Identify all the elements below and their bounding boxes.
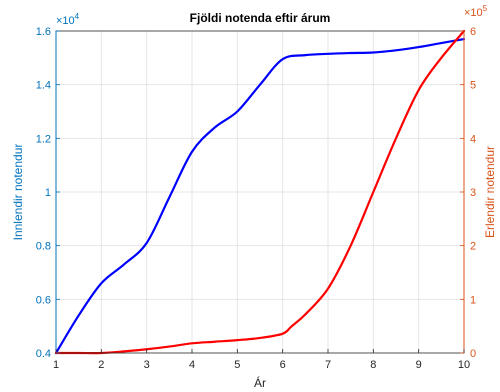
ticks: 1 2 3 4 5 6 7 8 9 10 0.4 0.6 0.8 1 1.2 1.4 1.6 0 1 2 3 4 5 6	[36, 26, 476, 371]
x-tick-label: 2	[98, 359, 104, 371]
left-tick-label: 1	[45, 187, 51, 199]
x-tick-label: 4	[189, 359, 195, 371]
right-tick-label: 5	[470, 80, 476, 92]
left-tick-label: 1.6	[36, 26, 51, 38]
x-tick-label: 9	[416, 359, 422, 371]
x-tick-label: 5	[234, 359, 240, 371]
series-line-right	[54, 29, 466, 355]
left-axis-multiplier: ×104	[56, 12, 80, 27]
left-tick-label: 1.2	[36, 133, 51, 145]
left-tick-label: 0.6	[36, 294, 51, 306]
left-tick-label: 1.4	[36, 80, 51, 92]
right-tick-label: 3	[470, 187, 476, 199]
right-tick-label: 4	[470, 133, 476, 145]
x-tick-label: 7	[325, 359, 331, 371]
right-axis-label: Erlendir notendur	[483, 146, 497, 238]
x-tick-label: 8	[370, 359, 376, 371]
right-axis-multiplier: ×105	[464, 4, 488, 19]
x-tick-label: 10	[458, 359, 470, 371]
left-axis-exponent: 4	[75, 12, 80, 21]
left-tick-label: 0.4	[36, 348, 51, 360]
series-layer	[54, 29, 466, 355]
right-tick-label: 0	[470, 348, 476, 360]
x-tick-label: 3	[144, 359, 150, 371]
x-tick-label: 1	[53, 359, 59, 371]
left-axis-label: Innlendir notendur	[11, 144, 25, 241]
series-line-left	[54, 37, 466, 355]
x-tick-label: 6	[280, 359, 286, 371]
right-axis-exponent: 5	[483, 4, 488, 13]
left-tick-label: 0.8	[36, 241, 51, 253]
chart-title: Fjöldi notenda eftir árum	[190, 11, 331, 25]
right-tick-label: 2	[470, 241, 476, 253]
x-axis-label: Ár	[254, 375, 266, 390]
right-tick-label: 1	[470, 294, 476, 306]
right-tick-label: 6	[470, 26, 476, 38]
